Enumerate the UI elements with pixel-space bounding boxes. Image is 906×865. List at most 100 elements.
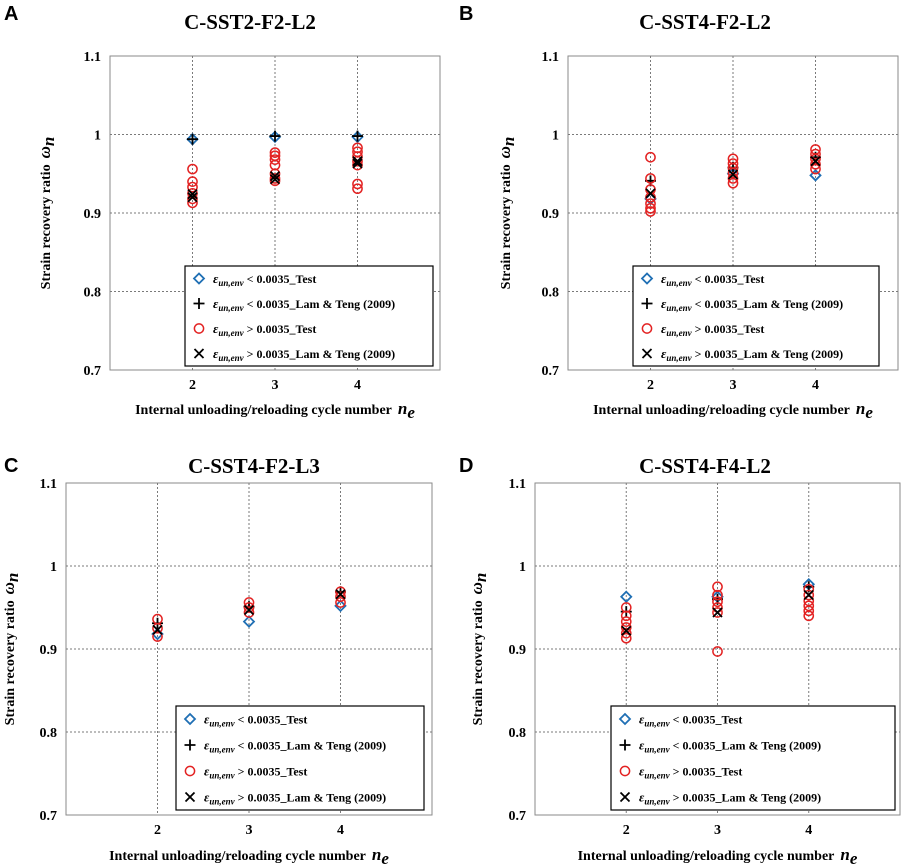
- x-tick-label: 2: [154, 823, 161, 838]
- legend-operator: > 0.0035: [247, 322, 290, 336]
- legend-epsilon: ε: [639, 712, 645, 727]
- data-point: [152, 624, 163, 636]
- y-tick-label: 0.7: [509, 809, 527, 824]
- panel-a: A C-SST2-F2-L2 0.7 0.8 0.9 1 1.1 2 3 4 Internal un…: [4, 3, 441, 422]
- data-point: [152, 622, 163, 634]
- data-point: [352, 156, 363, 167]
- data-point: [187, 192, 198, 203]
- legend-marker: [184, 739, 196, 751]
- data-point: [187, 163, 198, 175]
- y-axis-label-text: Strain recovery ratio: [39, 164, 54, 289]
- x-tick-label: 2: [189, 378, 196, 393]
- legend-marker: [640, 272, 654, 285]
- legend-entry: εun,env < 0.0035_Test: [639, 712, 742, 729]
- legend-operator: < 0.0035: [695, 297, 738, 311]
- data-point: [803, 589, 814, 601]
- data-point: [187, 189, 198, 200]
- data-point: [243, 607, 255, 618]
- data-point: [335, 591, 346, 603]
- x-tick-label: 4: [337, 823, 344, 838]
- x-tick-label: 4: [812, 378, 819, 393]
- y-tick-label: 1: [519, 560, 526, 575]
- data-point: [712, 581, 723, 593]
- series-lam-high: [152, 589, 346, 636]
- legend-operator: > 0.0035: [673, 791, 716, 805]
- y-axis-subscript: n: [471, 573, 490, 582]
- x-axis-symbol: n: [398, 399, 407, 418]
- data-point: [242, 615, 256, 628]
- data-point: [712, 589, 723, 601]
- legend-box: [175, 705, 425, 811]
- y-tick-label: 0.9: [84, 207, 102, 222]
- legend-suffix: _Lam & Teng (2009): [279, 739, 386, 753]
- data-point: [352, 183, 363, 195]
- y-axis-subscript: n: [499, 137, 518, 146]
- legend-subscript: un,env: [644, 719, 670, 729]
- legend-entry: εun,env > 0.0035_Lam & Teng (2009): [639, 790, 821, 807]
- legend-operator: > 0.0035: [695, 322, 738, 336]
- legend-suffix: _Lam & Teng (2009): [714, 739, 821, 753]
- legend-box: [632, 265, 880, 367]
- data-point: [645, 206, 656, 217]
- data-point: [243, 602, 255, 613]
- y-axis-label: Strain recovery ratio ωn: [35, 137, 58, 290]
- data-point: [712, 646, 723, 657]
- legend-epsilon: ε: [661, 346, 667, 361]
- legend-marker: [641, 298, 653, 309]
- legend-operator: < 0.0035: [247, 272, 290, 286]
- data-point: [352, 158, 363, 169]
- y-tick-label: 0.9: [509, 643, 527, 658]
- legend-marker: [184, 791, 196, 803]
- x-axis-label: Internal unloading/reloading cycle numbe…: [135, 399, 415, 422]
- chart-title: C-SST4-F2-L3: [188, 454, 320, 478]
- chart-title: C-SST2-F2-L2: [184, 10, 316, 34]
- legend-suffix: _Lam & Teng (2009): [736, 297, 843, 311]
- data-point: [269, 130, 281, 142]
- legend-entry: εun,env > 0.0035_Lam & Teng (2009): [204, 790, 386, 807]
- legend-subscript: un,env: [218, 303, 244, 313]
- series-lam-high: [645, 156, 821, 199]
- y-axis-label-text: Strain recovery ratio: [471, 600, 486, 725]
- y-axis-label-text: Strain recovery ratio: [499, 164, 514, 289]
- legend-marker: [193, 298, 205, 309]
- data-point: [810, 148, 821, 160]
- y-tick-label: 0.8: [542, 286, 560, 301]
- x-tick-label: 3: [714, 823, 721, 838]
- legend-epsilon: ε: [213, 346, 219, 361]
- y-tick-label: 1.1: [40, 477, 58, 492]
- y-axis-label: Strain recovery ratio ωn: [495, 137, 518, 290]
- legend-suffix: _Lam & Teng (2009): [279, 791, 386, 805]
- data-point: [187, 176, 198, 187]
- data-point: [620, 622, 632, 633]
- legend-subscript: un,env: [666, 328, 692, 338]
- legend-operator: > 0.0035: [238, 791, 281, 805]
- chart-title: C-SST4-F4-L2: [639, 454, 771, 478]
- legend-suffix: _Test: [714, 713, 742, 727]
- legend-operator: < 0.0035: [247, 297, 290, 311]
- x-axis-label: Internal unloading/reloading cycle numbe…: [578, 845, 858, 865]
- legend-subscript: un,env: [218, 353, 244, 363]
- x-tick-label: 4: [354, 378, 361, 393]
- panel-d: D C-SST4-F4-L2 0.7 0.8 0.9 1 1.1 2 3 4 Internal un…: [459, 454, 901, 865]
- legend-marker: [193, 348, 205, 359]
- x-tick-label: 2: [623, 823, 630, 838]
- legend-subscript: un,env: [644, 771, 670, 781]
- legend-epsilon: ε: [661, 296, 667, 311]
- panel-letter: D: [459, 455, 473, 477]
- data-point: [803, 610, 815, 622]
- legend-entry: εun,env < 0.0035_Lam & Teng (2009): [661, 296, 843, 313]
- legend-marker: [618, 712, 632, 726]
- legend-suffix: _Test: [279, 713, 307, 727]
- y-axis-label: Strain recovery ratio ωn: [467, 573, 490, 726]
- chart-title: C-SST4-F2-L2: [639, 10, 771, 34]
- data-point: [645, 198, 656, 209]
- data-point: [334, 599, 347, 613]
- legend-entry: εun,env > 0.0035_Test: [213, 321, 316, 338]
- data-point: [810, 163, 821, 175]
- panel-letter: C: [4, 455, 18, 477]
- data-point: [620, 602, 632, 613]
- y-axis-symbol: ω: [495, 146, 514, 158]
